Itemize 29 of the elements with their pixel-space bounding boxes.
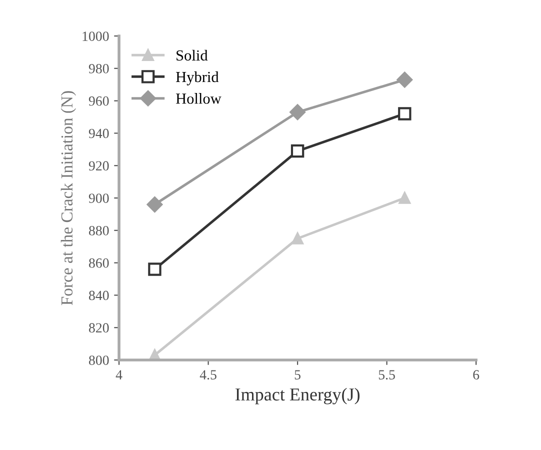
y-tick-label: 920 xyxy=(88,161,109,171)
y-tick-label: 980 xyxy=(88,64,109,74)
point xyxy=(398,107,412,120)
y-tick-label: 800 xyxy=(88,356,109,365)
point xyxy=(290,144,304,158)
x-tick-label: 5.5 xyxy=(378,370,395,380)
y-tick-label: 1000 xyxy=(82,32,109,41)
x-tick-label: 4.5 xyxy=(200,370,216,380)
y-tick-label: 960 xyxy=(88,96,109,106)
y-tick-label: 860 xyxy=(88,258,109,268)
x-tick-label: 5 xyxy=(294,370,300,380)
y-tick-label: 840 xyxy=(88,290,109,300)
point xyxy=(292,232,304,244)
legend-label: Hollow xyxy=(176,93,222,104)
y-tick-label: 900 xyxy=(88,194,109,203)
x-tick-label: 4 xyxy=(116,370,122,380)
point xyxy=(396,72,413,88)
y-tick-label: 940 xyxy=(88,128,109,138)
point xyxy=(398,192,411,204)
y-tick-label: 880 xyxy=(88,226,109,236)
legend-label: Solid xyxy=(176,50,208,61)
legend-label: Hybrid xyxy=(176,71,219,86)
y-tick-label: 820 xyxy=(88,323,109,333)
x-axis-title: Impact Energy(J) xyxy=(235,388,360,404)
point xyxy=(146,196,163,212)
x-tick-label: 6 xyxy=(473,370,480,380)
y-axis-title: Force at the Crack Initiation (N) xyxy=(60,91,76,306)
point xyxy=(290,104,306,120)
point xyxy=(148,262,162,276)
